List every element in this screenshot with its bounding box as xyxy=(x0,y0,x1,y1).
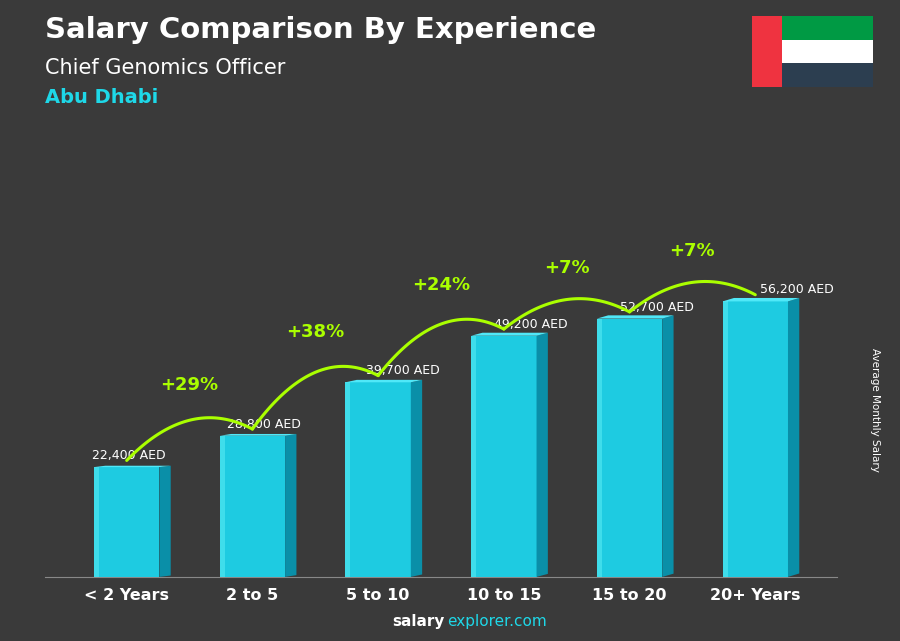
Polygon shape xyxy=(410,380,422,577)
Text: Chief Genomics Officer: Chief Genomics Officer xyxy=(45,58,285,78)
Text: 56,200 AED: 56,200 AED xyxy=(760,283,834,296)
Polygon shape xyxy=(94,466,171,467)
Polygon shape xyxy=(662,315,673,577)
Polygon shape xyxy=(788,298,799,577)
Text: +29%: +29% xyxy=(160,376,219,394)
Text: +7%: +7% xyxy=(544,259,590,277)
Polygon shape xyxy=(220,436,225,577)
Text: 28,800 AED: 28,800 AED xyxy=(228,418,302,431)
Text: 22,400 AED: 22,400 AED xyxy=(92,449,165,462)
Text: explorer.com: explorer.com xyxy=(447,615,547,629)
Polygon shape xyxy=(220,436,285,577)
Text: Salary Comparison By Experience: Salary Comparison By Experience xyxy=(45,16,596,44)
Polygon shape xyxy=(597,319,662,577)
Polygon shape xyxy=(346,382,350,577)
Text: Average Monthly Salary: Average Monthly Salary xyxy=(869,348,880,472)
Text: Abu Dhabi: Abu Dhabi xyxy=(45,88,158,108)
Polygon shape xyxy=(94,467,159,577)
Polygon shape xyxy=(346,382,410,577)
Polygon shape xyxy=(220,434,296,436)
Bar xyxy=(782,63,873,87)
Polygon shape xyxy=(597,319,602,577)
Bar xyxy=(752,16,782,87)
Polygon shape xyxy=(159,466,171,577)
Bar xyxy=(782,40,873,63)
Bar xyxy=(782,16,873,40)
Polygon shape xyxy=(472,336,536,577)
Text: 52,700 AED: 52,700 AED xyxy=(619,301,693,313)
Text: +24%: +24% xyxy=(412,276,470,294)
Text: salary: salary xyxy=(392,615,445,629)
Text: 39,700 AED: 39,700 AED xyxy=(365,364,439,378)
Polygon shape xyxy=(723,298,799,301)
Text: +7%: +7% xyxy=(670,242,716,260)
Text: 49,200 AED: 49,200 AED xyxy=(494,318,567,331)
Polygon shape xyxy=(723,301,788,577)
Polygon shape xyxy=(285,434,296,577)
Polygon shape xyxy=(94,467,99,577)
Text: +38%: +38% xyxy=(286,322,345,340)
Polygon shape xyxy=(346,380,422,382)
Polygon shape xyxy=(472,336,476,577)
Polygon shape xyxy=(597,315,673,319)
Polygon shape xyxy=(472,333,548,336)
Polygon shape xyxy=(536,333,548,577)
Polygon shape xyxy=(723,301,727,577)
